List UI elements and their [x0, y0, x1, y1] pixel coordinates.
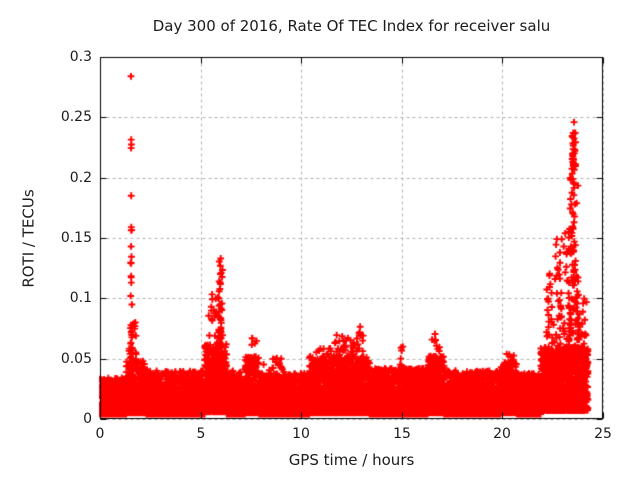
- y-tick-label: 0: [83, 411, 92, 427]
- y-tick-label: 0.2: [69, 170, 92, 186]
- y-tick-label: 0.15: [60, 230, 92, 246]
- y-tick-label: 0.25: [60, 109, 92, 125]
- chart-title: Day 300 of 2016, Rate Of TEC Index for r…: [152, 17, 551, 35]
- x-tick-label: 0: [95, 426, 105, 442]
- y-tick-label: 0.1: [69, 290, 92, 306]
- y-tick-label: 0.05: [60, 351, 92, 367]
- x-tick-label: 25: [594, 426, 612, 442]
- x-tick-label: 15: [393, 426, 411, 442]
- x-axis-label: GPS time / hours: [288, 451, 415, 469]
- x-tick-label: 10: [292, 426, 310, 442]
- y-tick-label: 0.3: [69, 49, 92, 65]
- x-tick-label: 20: [493, 426, 511, 442]
- x-tick-label: 5: [196, 426, 206, 442]
